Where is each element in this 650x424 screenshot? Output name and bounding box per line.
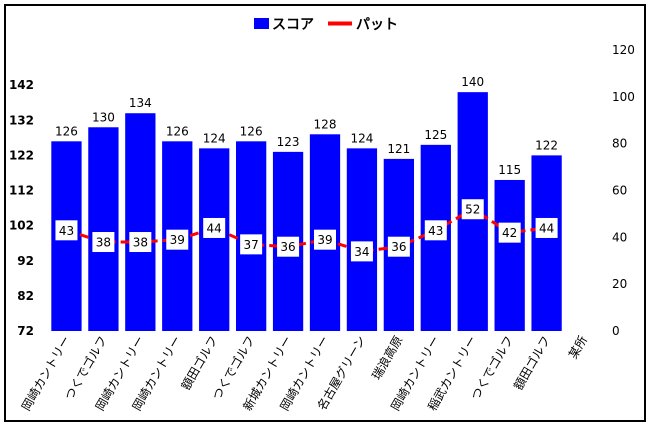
- score-label-8: 124: [350, 131, 373, 145]
- score-bars: [51, 92, 562, 332]
- putt-label-11: 52: [465, 203, 480, 217]
- putt-label-box-10: [424, 220, 447, 241]
- putt-label-box-3: [166, 229, 189, 250]
- putt-label-10: 43: [428, 224, 443, 238]
- score-label-5: 126: [240, 124, 263, 138]
- right-tick-3: 60: [612, 184, 627, 198]
- score-label-11: 140: [461, 75, 484, 89]
- left-tick-1: 82: [17, 289, 34, 303]
- legend-label-score: スコア: [272, 17, 314, 33]
- putt-label-box-13: [535, 217, 558, 238]
- putt-label-0: 43: [59, 224, 74, 238]
- left-tick-2: 92: [17, 254, 34, 268]
- score-bar-12: [494, 179, 525, 331]
- left-tick-0: 72: [17, 324, 34, 338]
- score-label-7: 128: [314, 117, 337, 131]
- score-bar-13: [531, 155, 562, 331]
- putt-label-box-6: [277, 236, 300, 257]
- right-tick-4: 80: [612, 137, 627, 151]
- putt-label-box-4: [203, 217, 226, 238]
- score-bar-8: [346, 148, 378, 331]
- right-tick-5: 100: [612, 90, 635, 104]
- category-label-9: 瑞浪高原: [368, 333, 405, 382]
- combo-chart: スコア パット 72 82 92 102 112 122 132 142 0 20 40 60 80 10…: [9, 17, 635, 413]
- score-label-9: 121: [387, 142, 410, 156]
- score-bar-4: [199, 148, 230, 331]
- score-label-0: 126: [55, 124, 78, 138]
- legend-swatch-score: [254, 18, 269, 29]
- putt-label-9: 36: [391, 240, 406, 254]
- right-axis: 0 20 40 60 80 100 120: [612, 43, 635, 338]
- putt-label-13: 44: [539, 221, 554, 235]
- left-tick-7: 142: [9, 78, 34, 92]
- putt-labels: 43 38 38 39 44 37 36 39 34 36 43 52 42 44: [55, 199, 558, 262]
- score-label-2: 134: [129, 96, 152, 110]
- category-label-4: 額田ゴルフ: [178, 333, 221, 392]
- putt-label-box-11: [461, 199, 484, 220]
- putt-label-7: 39: [317, 233, 332, 247]
- score-label-12: 115: [498, 163, 521, 177]
- left-tick-3: 102: [9, 219, 34, 233]
- right-tick-2: 40: [612, 230, 627, 244]
- putt-label-box-2: [129, 232, 152, 253]
- putt-label-2: 38: [133, 236, 148, 250]
- category-label-0: 岡崎カントリー: [19, 334, 73, 414]
- left-axis: 72 82 92 102 112 122 132 142: [9, 78, 34, 338]
- putt-label-5: 37: [243, 238, 258, 252]
- right-tick-6: 120: [612, 43, 635, 57]
- category-label-14: 某所: [566, 334, 590, 362]
- putt-label-box-1: [92, 232, 115, 253]
- score-bar-2: [125, 113, 156, 331]
- putt-label-4: 44: [207, 221, 222, 235]
- right-tick-0: 0: [612, 324, 620, 338]
- legend: スコア パット: [254, 17, 398, 33]
- score-label-13: 122: [535, 138, 558, 152]
- category-labels: 岡崎カントリーつくでゴルフ岡崎カントリー岡崎カントリー額田ゴルフつくでゴルフ新城…: [19, 333, 590, 413]
- putt-label-12: 42: [502, 226, 517, 240]
- putt-label-box-7: [314, 229, 336, 250]
- right-tick-1: 20: [612, 277, 627, 291]
- score-label-10: 125: [424, 128, 447, 142]
- putt-label-box-5: [240, 234, 263, 255]
- score-bar-1: [88, 127, 119, 332]
- score-label-6: 123: [277, 135, 300, 149]
- left-tick-4: 112: [9, 184, 34, 198]
- putt-label-box-0: [55, 220, 78, 241]
- left-tick-5: 122: [9, 148, 34, 162]
- putt-label-1: 38: [96, 236, 111, 250]
- score-label-3: 126: [166, 124, 189, 138]
- score-labels: 126 130 134 126 124 126 123 128 124 121 125 140 115 1…: [55, 75, 558, 177]
- putt-label-box-12: [498, 222, 521, 243]
- legend-label-putt: パット: [356, 17, 398, 33]
- category-label-13: 額田ゴルフ: [510, 333, 553, 392]
- left-tick-6: 132: [9, 113, 34, 127]
- putt-label-box-9: [387, 236, 410, 257]
- putt-label-8: 34: [354, 245, 369, 259]
- score-label-1: 130: [92, 110, 115, 124]
- putt-label-box-8: [350, 241, 373, 262]
- score-label-4: 124: [203, 131, 226, 145]
- putt-label-6: 36: [280, 240, 295, 254]
- putt-label-3: 39: [170, 233, 185, 247]
- chart-frame: スコア パット 72 82 92 102 112 122 132 142 0 20 40 60 80 10…: [4, 4, 646, 422]
